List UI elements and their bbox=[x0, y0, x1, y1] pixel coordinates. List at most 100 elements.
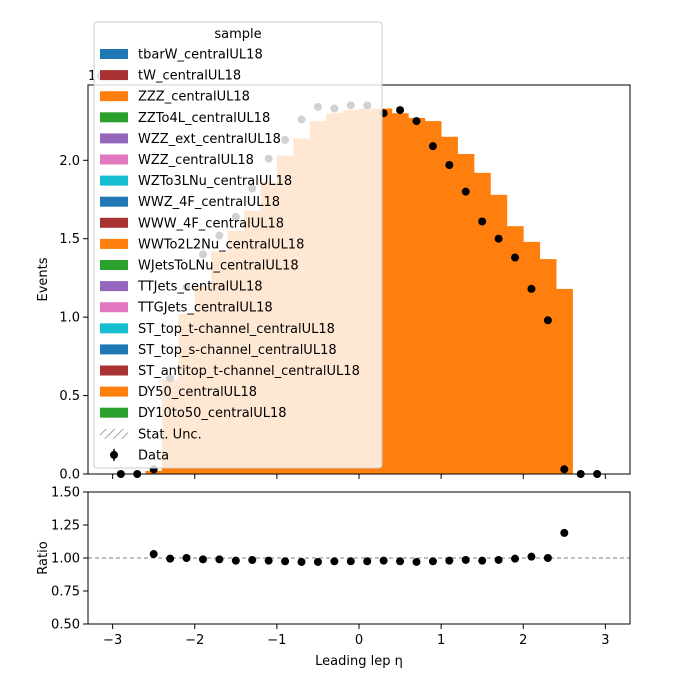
legend-swatch bbox=[100, 154, 128, 165]
legend-swatch bbox=[100, 323, 128, 334]
legend-label: Data bbox=[138, 448, 169, 463]
legend: sample tbarW_centralUL18 tW_centralUL18 ZZZ… bbox=[93, 21, 383, 469]
ratio-y-tick-label: 1.25 bbox=[51, 519, 80, 534]
ratio-point bbox=[396, 557, 405, 566]
legend-hatch-swatch bbox=[100, 428, 128, 439]
data-point bbox=[461, 187, 470, 196]
ratio-point bbox=[198, 555, 207, 564]
legend-label: tW_centralUL18 bbox=[138, 69, 241, 84]
data-point bbox=[428, 142, 437, 151]
legend-swatch bbox=[100, 49, 128, 59]
hist-bar bbox=[556, 288, 573, 474]
legend-label: WWTo2L2Nu_centralUL18 bbox=[138, 237, 304, 252]
ratio-panel: 0.50 0.75 1.00 1.25 1.50 −3 −2 −1 0 1 2 3 Ratio Leadi… bbox=[36, 486, 631, 669]
data-point bbox=[560, 465, 569, 474]
legend-swatch bbox=[100, 70, 128, 81]
data-point bbox=[494, 234, 503, 243]
data-point bbox=[396, 106, 405, 115]
legend-swatch bbox=[100, 365, 128, 376]
x-tick-label: 1 bbox=[437, 633, 445, 648]
ratio-point bbox=[445, 556, 454, 565]
ratio-y-axis-label: Ratio bbox=[36, 541, 51, 574]
ratio-point bbox=[281, 557, 290, 566]
legend-label: WZTo3LNu_centralUL18 bbox=[138, 174, 292, 189]
ratio-point bbox=[313, 557, 322, 566]
ratio-point bbox=[543, 554, 552, 562]
legend-label: TTGJets_centralUL18 bbox=[137, 301, 273, 316]
data-point bbox=[445, 160, 454, 169]
legend-swatch bbox=[100, 260, 128, 270]
legend-swatch bbox=[100, 175, 128, 186]
legend-label: ZZZ_centralUL18 bbox=[138, 90, 250, 105]
hist-bar bbox=[523, 241, 541, 474]
y-tick-label: 0.5 bbox=[59, 389, 80, 404]
ratio-point bbox=[379, 556, 388, 565]
hist-bar bbox=[539, 259, 557, 474]
hist-bar bbox=[408, 117, 426, 474]
legend-label: WJetsToLNu_centralUL18 bbox=[138, 259, 299, 274]
legend-label: DY10to50_centralUL18 bbox=[138, 406, 287, 421]
legend-label: DY50_centralUL18 bbox=[138, 385, 257, 400]
hist-bar bbox=[441, 136, 458, 475]
ratio-point bbox=[166, 554, 175, 563]
legend-label: TTJets_centralUL18 bbox=[137, 280, 263, 295]
legend-swatch bbox=[100, 386, 128, 397]
x-tick-label: −3 bbox=[103, 633, 122, 648]
ratio-point bbox=[215, 555, 224, 564]
ratio-point bbox=[346, 557, 355, 566]
legend-label: ST_top_s-channel_centralUL18 bbox=[138, 343, 337, 358]
legend-swatch bbox=[100, 91, 128, 102]
main-y-axis-label: Events bbox=[36, 257, 51, 301]
legend-marker bbox=[110, 450, 118, 459]
hist-bar bbox=[457, 154, 475, 475]
ratio-point bbox=[248, 555, 257, 564]
legend-swatch bbox=[100, 302, 128, 313]
y-tick-label: 0.0 bbox=[59, 468, 80, 483]
x-tick-label: 2 bbox=[519, 633, 527, 648]
legend-swatch bbox=[100, 133, 128, 144]
legend-label: ZZTo4L_centralUL18 bbox=[138, 111, 270, 126]
y-tick-label: 1.5 bbox=[59, 232, 80, 247]
ratio-y-tick-label: 1.50 bbox=[51, 486, 80, 501]
ratio-point bbox=[560, 528, 569, 537]
legend-label: ST_antitop_t-channel_centralUL18 bbox=[138, 364, 360, 379]
ratio-point bbox=[182, 554, 191, 562]
ratio-point bbox=[231, 556, 240, 565]
ratio-point bbox=[363, 557, 372, 566]
y-tick-label: 2.0 bbox=[59, 154, 80, 169]
ratio-point bbox=[428, 557, 437, 566]
x-tick-label: 3 bbox=[601, 633, 609, 648]
ratio-point bbox=[330, 557, 339, 566]
legend-label: WWZ_4F_centralUL18 bbox=[138, 195, 280, 210]
hist-bar bbox=[490, 194, 508, 474]
legend-label: WZZ_ext_centralUL18 bbox=[138, 132, 281, 147]
x-tick-label: 0 bbox=[355, 633, 363, 648]
legend-swatch bbox=[100, 407, 128, 418]
ratio-point bbox=[527, 552, 536, 561]
hist-bar bbox=[506, 226, 524, 474]
data-point bbox=[511, 253, 520, 262]
ratio-y-tick-label: 0.50 bbox=[51, 618, 80, 633]
x-tick-label: −2 bbox=[185, 633, 204, 648]
data-point bbox=[412, 117, 421, 126]
hist-bar bbox=[424, 121, 442, 475]
ratio-y-tick-label: 0.75 bbox=[51, 585, 80, 600]
hist-bar bbox=[391, 113, 409, 474]
legend-swatch bbox=[100, 217, 128, 228]
legend-label: WWW_4F_centralUL18 bbox=[138, 216, 284, 231]
data-point bbox=[527, 284, 536, 293]
legend-swatch bbox=[100, 112, 128, 123]
x-axis-label: Leading lep η bbox=[315, 654, 403, 669]
legend-swatch bbox=[100, 344, 128, 355]
legend-swatch bbox=[100, 196, 128, 207]
ratio-point bbox=[264, 556, 273, 565]
legend-swatch bbox=[100, 238, 128, 249]
data-point bbox=[543, 316, 552, 325]
hist-bar bbox=[473, 172, 491, 474]
legend-label: ST_top_t-channel_centralUL18 bbox=[138, 322, 335, 337]
y-tick-label: 1.0 bbox=[59, 311, 80, 326]
ratio-point bbox=[412, 557, 421, 566]
ratio-point bbox=[461, 555, 470, 564]
ratio-y-tick-label: 1.00 bbox=[51, 552, 80, 567]
legend-label: Stat. Unc. bbox=[138, 427, 202, 442]
